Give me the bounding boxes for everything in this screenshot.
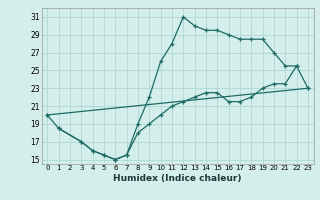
- X-axis label: Humidex (Indice chaleur): Humidex (Indice chaleur): [113, 174, 242, 183]
